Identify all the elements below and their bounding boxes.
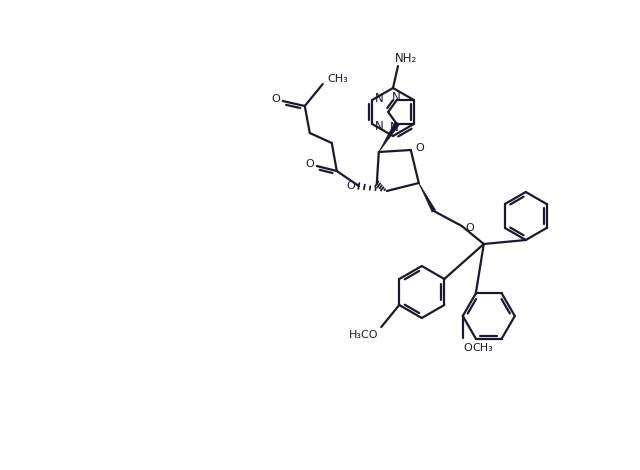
- Text: CH₃: CH₃: [472, 343, 493, 353]
- Text: N: N: [375, 92, 383, 104]
- Text: O: O: [346, 181, 355, 191]
- Text: O: O: [305, 159, 314, 169]
- Text: O: O: [463, 343, 472, 353]
- Text: N: N: [389, 120, 398, 133]
- Text: N: N: [392, 91, 400, 103]
- Text: CH₃: CH₃: [328, 74, 348, 84]
- Text: NH₂: NH₂: [395, 52, 417, 64]
- Polygon shape: [379, 123, 399, 152]
- Text: N: N: [375, 119, 383, 133]
- Text: O: O: [271, 94, 280, 104]
- Text: H₃CO: H₃CO: [349, 330, 378, 340]
- Text: O: O: [465, 223, 474, 233]
- Polygon shape: [419, 183, 436, 212]
- Text: O: O: [415, 143, 424, 153]
